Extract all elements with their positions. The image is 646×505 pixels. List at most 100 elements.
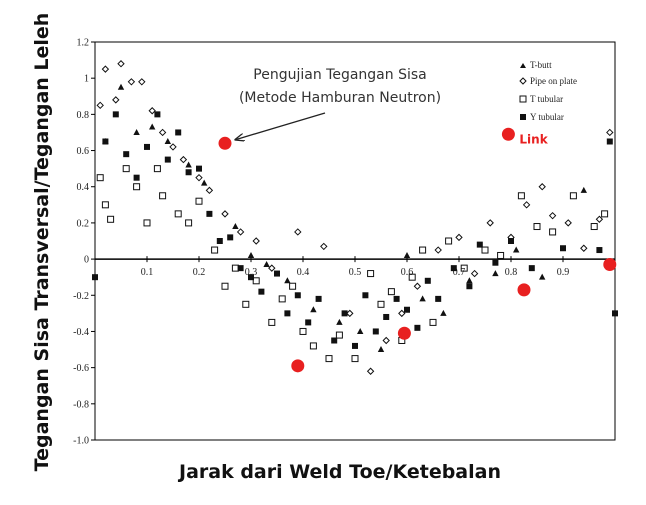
data-point-y-tubular bbox=[414, 324, 421, 331]
data-point-t-butt bbox=[284, 277, 291, 284]
data-point-y-tubular bbox=[612, 310, 618, 317]
data-point-y-tubular bbox=[404, 306, 410, 313]
data-point-t-tubular bbox=[268, 318, 276, 326]
data-point-pipe-on-plate bbox=[434, 246, 442, 254]
legend-marker-y-tubular bbox=[520, 114, 526, 120]
data-point-y-tubular bbox=[466, 283, 473, 290]
data-point-t-tubular bbox=[133, 183, 141, 191]
annotation-line-2: (Metode Hamburan Neutron) bbox=[239, 90, 441, 106]
data-point-t-butt bbox=[403, 251, 411, 258]
data-point-pipe-on-plate bbox=[606, 128, 614, 137]
data-point-pipe-on-plate bbox=[96, 101, 104, 110]
data-point-pipe-on-plate bbox=[236, 228, 245, 236]
data-point-t-tubular bbox=[278, 295, 286, 303]
data-point-link bbox=[218, 136, 232, 150]
data-point-t-butt bbox=[539, 273, 546, 280]
data-point-t-tubular bbox=[242, 300, 250, 308]
data-point-pipe-on-plate bbox=[346, 309, 354, 318]
data-point-y-tubular bbox=[560, 245, 566, 252]
data-point-pipe-on-plate bbox=[486, 219, 494, 227]
data-point-t-tubular bbox=[590, 223, 598, 231]
data-point-y-tubular bbox=[596, 247, 603, 254]
data-point-t-tubular bbox=[96, 174, 104, 182]
data-point-pipe-on-plate bbox=[455, 233, 463, 242]
data-point-t-butt bbox=[419, 295, 426, 302]
data-point-t-tubular bbox=[497, 251, 505, 259]
data-point-t-tubular bbox=[299, 327, 307, 335]
data-point-pipe-on-plate bbox=[580, 244, 588, 252]
data-point-pipe-on-plate bbox=[398, 309, 406, 318]
data-point-pipe-on-plate bbox=[564, 219, 572, 227]
data-point-pipe-on-plate bbox=[366, 367, 375, 375]
data-point-t-tubular bbox=[252, 277, 260, 285]
y-ticks: 1.2 1 0.8 0.6 0.4 0.2 0 -0.2 -0.4 -0.6 -0.8 -1.0 bbox=[73, 38, 95, 447]
data-point-pipe-on-plate bbox=[169, 143, 177, 151]
legend-marker-t-tubular bbox=[519, 95, 527, 103]
data-point-t-tubular bbox=[569, 192, 577, 200]
data-point-t-butt bbox=[580, 186, 587, 193]
x-tick-label: 0.3 bbox=[245, 267, 258, 278]
annotation-line-1: Pengujian Tegangan Sisa bbox=[253, 67, 426, 83]
data-point-t-butt bbox=[357, 327, 364, 334]
data-point-t-butt bbox=[466, 277, 473, 284]
data-point-t-tubular bbox=[408, 273, 416, 281]
data-point-pipe-on-plate bbox=[382, 336, 390, 345]
data-point-y-tubular bbox=[450, 265, 457, 272]
data-point-pipe-on-plate bbox=[195, 173, 203, 182]
data-point-t-butt bbox=[377, 346, 385, 353]
data-point-y-tubular bbox=[315, 295, 322, 302]
data-point-t-tubular bbox=[185, 219, 193, 227]
data-point-y-tubular bbox=[206, 210, 213, 217]
legend-label-pipe-on-plate: Pipe on plate bbox=[530, 76, 577, 86]
data-point-pipe-on-plate bbox=[538, 183, 546, 191]
data-point-pipe-on-plate bbox=[117, 60, 125, 68]
data-point-pipe-on-plate bbox=[268, 264, 276, 272]
data-point-t-butt bbox=[133, 128, 140, 135]
x-tick-label: 0.5 bbox=[349, 267, 362, 278]
legend-label-t-butt: T-butt bbox=[530, 60, 552, 70]
data-point-t-tubular bbox=[107, 215, 115, 223]
data-point-t-tubular bbox=[517, 192, 525, 200]
data-point-link bbox=[397, 326, 411, 340]
legend-label-y-tubular: Y tubular bbox=[530, 112, 564, 122]
data-point-link bbox=[501, 127, 515, 141]
data-point-t-tubular bbox=[429, 318, 437, 326]
y-tick-label: 1 bbox=[84, 74, 89, 85]
data-point-pipe-on-plate bbox=[101, 65, 110, 73]
data-point-t-tubular bbox=[309, 342, 317, 350]
data-point-t-butt bbox=[164, 138, 171, 144]
data-point-y-tubular bbox=[248, 274, 254, 281]
data-points bbox=[92, 60, 618, 375]
legend-marker-pipe-on-plate bbox=[519, 77, 527, 85]
y-tick-label: -0.6 bbox=[73, 363, 89, 374]
data-point-y-tubular bbox=[92, 274, 98, 281]
data-point-t-tubular bbox=[289, 282, 297, 290]
data-point-y-tubular bbox=[227, 234, 234, 241]
y-tick-label: 0.8 bbox=[77, 110, 90, 121]
x-tick-label: 0.7 bbox=[453, 267, 466, 278]
data-point-t-butt bbox=[117, 83, 125, 90]
data-point-t-butt bbox=[310, 306, 317, 313]
data-point-y-tubular bbox=[492, 259, 499, 266]
y-tick-label: -0.2 bbox=[73, 291, 89, 302]
data-point-t-tubular bbox=[351, 355, 359, 363]
y-axis-label: Tegangan Sisa Transversal/Tegangan Leleh bbox=[31, 13, 53, 472]
data-point-pipe-on-plate bbox=[320, 242, 328, 251]
data-point-pipe-on-plate bbox=[148, 107, 156, 115]
data-point-t-tubular bbox=[143, 219, 151, 227]
data-point-y-tubular bbox=[331, 337, 338, 344]
y-tick-label: -0.4 bbox=[73, 327, 89, 338]
data-point-y-tubular bbox=[476, 241, 483, 248]
data-point-pipe-on-plate bbox=[221, 210, 229, 218]
data-point-y-tubular bbox=[341, 310, 348, 317]
data-point-y-tubular bbox=[424, 277, 431, 284]
data-point-y-tubular bbox=[144, 143, 150, 150]
data-point-t-butt bbox=[201, 179, 208, 186]
x-tick-label: 0.9 bbox=[557, 267, 570, 278]
data-point-pipe-on-plate bbox=[138, 78, 146, 86]
data-point-t-tubular bbox=[445, 237, 453, 245]
data-point-t-tubular bbox=[419, 246, 427, 254]
data-point-t-tubular bbox=[122, 165, 130, 173]
data-point-t-butt bbox=[149, 123, 156, 130]
y-tick-label: -0.8 bbox=[73, 399, 89, 410]
